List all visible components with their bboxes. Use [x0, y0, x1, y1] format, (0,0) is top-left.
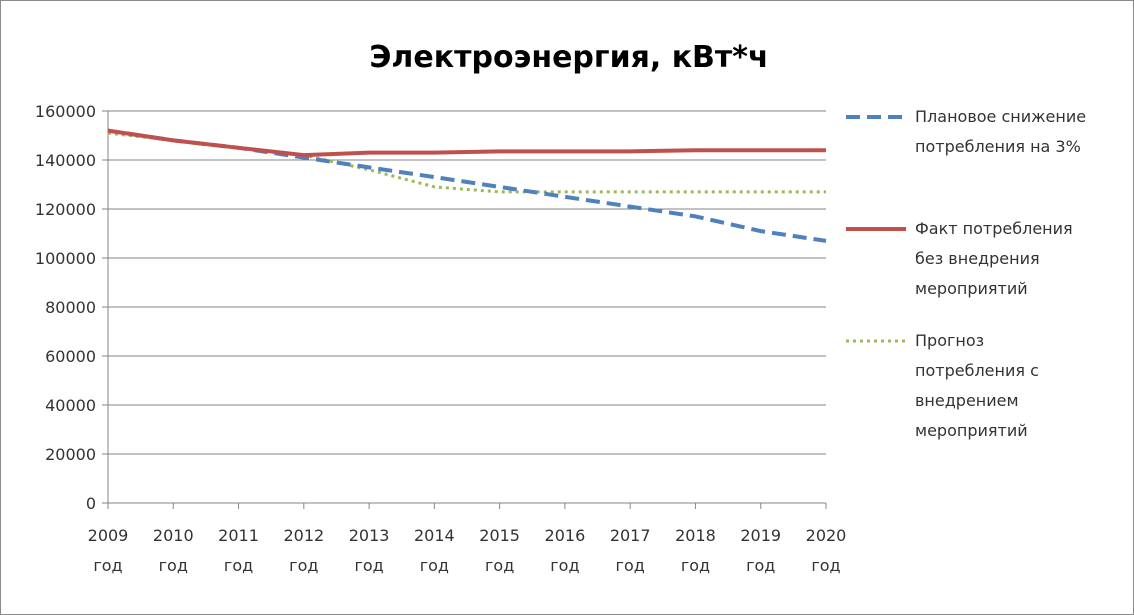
x-tick-label: 2018 год [675, 526, 716, 575]
grid-lines [108, 110, 826, 455]
y-axis-tick-labels: 0 20000 40000 60000 80000 100000 120000 140000 1… [35, 102, 96, 513]
y-tick-label: 160000 [35, 102, 96, 121]
x-axis-tick-labels: 2009 год 2010 год 2011 год 2012 год 2013 год 2014 г… [88, 526, 847, 575]
y-tick-label: 20000 [45, 445, 96, 464]
x-tick-label: 2016 год [545, 526, 586, 575]
y-tick-label: 100000 [35, 249, 96, 268]
legend-entry: Прогноз потребления с внедрением мероприяти… [915, 331, 1039, 440]
y-tick-label: 80000 [45, 298, 96, 317]
series-line [107, 128, 826, 158]
x-tick-label: 2010 год [153, 526, 194, 575]
x-tick-label: 2012 год [283, 526, 324, 575]
y-tick-label: 40000 [45, 396, 96, 415]
y-tick-label: 60000 [45, 347, 96, 366]
y-tick-label: 140000 [35, 151, 96, 170]
x-tick-label: 2013 год [349, 526, 390, 575]
y-tick-label: 120000 [35, 200, 96, 219]
x-tick-label: 2015 год [479, 526, 520, 575]
x-tick-label: 2019 год [740, 526, 781, 575]
x-tick-label: 2017 год [610, 526, 651, 575]
x-tick-label: 2014 год [414, 526, 455, 575]
y-tick-label: 0 [86, 494, 96, 513]
x-tick-label: 2020 год [806, 526, 847, 575]
series-line [107, 128, 827, 243]
legend: Плановое снижение потребления на 3% Факт п… [846, 107, 1086, 440]
axes [102, 110, 827, 509]
legend-entry: Факт потребления без внедрения мероприятий [915, 219, 1073, 298]
chart-title: Электроэнергия, кВт*ч [369, 40, 768, 75]
series-lines [107, 128, 827, 243]
legend-entry: Плановое снижение потребления на 3% [915, 107, 1086, 156]
x-tick-label: 2011 год [218, 526, 259, 575]
x-tick-label: 2009 год [88, 526, 129, 575]
